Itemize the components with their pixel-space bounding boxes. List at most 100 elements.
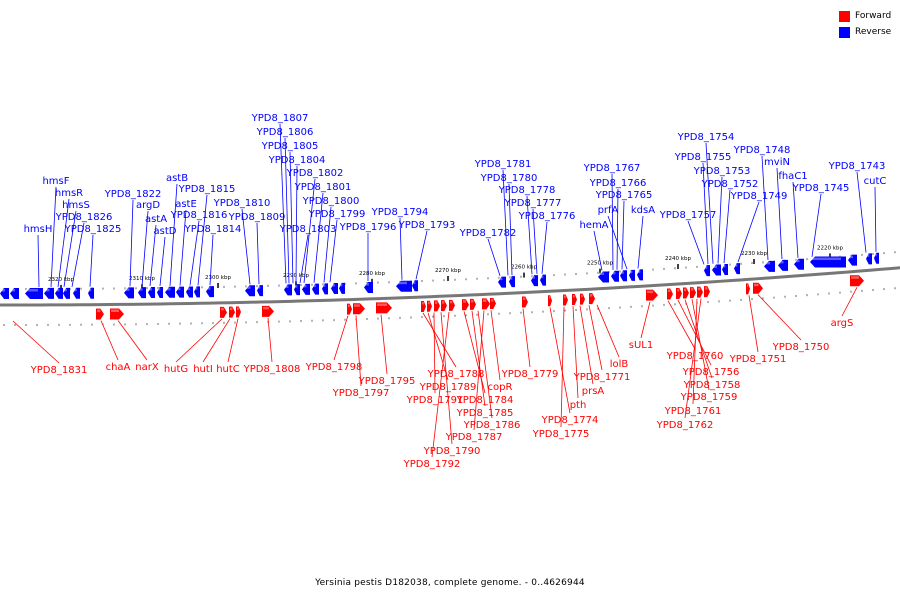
reverse-gene-arrow[interactable] [848,254,857,266]
gene-label[interactable]: YPD8_1761 [664,406,722,417]
reverse-gene-arrow[interactable] [778,259,788,271]
gene-label[interactable]: sUL1 [629,340,653,351]
forward-gene-arrow[interactable] [704,286,710,298]
reverse-gene-arrow[interactable] [148,287,155,299]
gene-label[interactable]: YPD8_1779 [501,369,559,380]
gene-label[interactable]: prsA [582,386,605,397]
gene-label[interactable]: YPD8_1765 [595,190,653,201]
forward-gene-arrow[interactable] [676,287,682,299]
gene-label[interactable]: YPD8_1750 [772,342,830,353]
gene-label[interactable]: YPD8_1808 [243,364,301,375]
gene-label[interactable]: lolB [610,359,629,370]
forward-gene-arrow[interactable] [490,298,496,310]
gene-label[interactable]: YPD8_1804 [268,155,326,166]
reverse-gene-arrow[interactable] [322,283,328,295]
gene-label[interactable]: YPD8_1825 [64,224,122,235]
reverse-gene-arrow[interactable] [257,285,263,297]
reverse-gene-arrow[interactable] [138,287,146,299]
gene-label[interactable]: YPD8_1755 [674,152,732,163]
reverse-gene-arrow[interactable] [302,283,310,295]
gene-label[interactable]: YPD8_1778 [498,185,556,196]
gene-label[interactable]: YPD8_1753 [693,166,751,177]
gene-label[interactable]: astE [175,199,197,210]
gene-label[interactable]: YPD8_1805 [261,141,319,152]
gene-label[interactable]: YPD8_1792 [403,459,461,470]
forward-gene-arrow[interactable] [667,288,673,300]
gene-label[interactable]: argD [136,200,160,211]
reverse-gene-arrow[interactable] [63,287,70,299]
gene-label[interactable]: YPD8_1748 [733,145,791,156]
reverse-gene-arrow[interactable] [412,280,418,292]
gene-label[interactable]: YPD8_1757 [659,210,717,221]
gene-label[interactable]: YPD8_1788 [427,369,485,380]
forward-gene-arrow[interactable] [353,303,365,315]
gene-label[interactable]: YPD8_1793 [398,220,456,231]
gene-label[interactable]: YPD8_1754 [677,132,735,143]
forward-gene-arrow[interactable] [482,298,490,310]
forward-gene-arrow[interactable] [522,296,528,308]
gene-label[interactable]: YPD8_1782 [459,228,517,239]
reverse-gene-arrow[interactable] [712,264,721,276]
reverse-gene-arrow[interactable] [0,287,9,299]
gene-label[interactable]: YPD8_1803 [279,224,337,235]
gene-label[interactable]: YPD8_1794 [371,207,429,218]
reverse-gene-arrow[interactable] [764,260,775,272]
gene-label[interactable]: YPD8_1751 [729,354,787,365]
forward-gene-arrow[interactable] [434,300,440,312]
gene-label[interactable]: YPD8_1776 [518,211,576,222]
forward-gene-arrow[interactable] [548,295,552,307]
reverse-gene-arrow[interactable] [73,287,80,299]
forward-gene-arrow[interactable] [427,300,432,312]
reverse-gene-arrow[interactable] [531,275,538,287]
gene-label[interactable]: hutC [216,364,240,375]
gene-label[interactable]: YPD8_1790 [423,446,481,457]
gene-label[interactable]: hemA [579,220,608,231]
forward-gene-arrow[interactable] [589,293,595,305]
gene-label[interactable]: YPD8_1743 [828,161,886,172]
gene-label[interactable]: cutC [864,176,887,187]
reverse-gene-arrow[interactable] [810,256,846,268]
gene-label[interactable]: YPD8_1801 [294,182,352,193]
reverse-gene-arrow[interactable] [629,269,635,281]
reverse-gene-arrow[interactable] [157,286,163,298]
forward-gene-arrow[interactable] [262,305,274,317]
gene-label[interactable]: YPD8_1826 [55,212,113,223]
forward-gene-arrow[interactable] [421,300,426,312]
forward-gene-arrow[interactable] [236,306,241,318]
reverse-gene-arrow[interactable] [284,284,292,296]
gene-label[interactable]: YPD8_1791 [406,395,464,406]
gene-label[interactable]: hmsH [24,224,53,235]
gene-label[interactable]: YPD8_1799 [308,209,366,220]
gene-label[interactable]: YPD8_1802 [286,168,344,179]
reverse-gene-arrow[interactable] [339,282,345,294]
gene-label[interactable]: hutI [193,364,213,375]
gene-label[interactable]: YPD8_1815 [178,184,236,195]
reverse-gene-arrow[interactable] [364,281,373,293]
gene-label[interactable]: YPD8_1749 [730,191,788,202]
gene-label[interactable]: YPD8_1822 [104,189,162,200]
forward-gene-arrow[interactable] [683,287,689,299]
forward-gene-arrow[interactable] [229,306,235,318]
gene-label[interactable]: YPD8_1781 [474,159,532,170]
gene-label[interactable]: astD [154,226,177,237]
gene-label[interactable]: YPD8_1806 [256,127,314,138]
reverse-gene-arrow[interactable] [88,287,94,299]
gene-label[interactable]: YPD8_1771 [573,372,631,383]
gene-label[interactable]: YPD8_1745 [792,183,850,194]
reverse-gene-arrow[interactable] [611,270,619,282]
gene-label[interactable]: hmsS [62,200,90,211]
gene-label[interactable]: YPD8_1780 [480,173,538,184]
forward-gene-arrow[interactable] [110,308,124,320]
gene-label[interactable]: YPD8_1807 [251,113,309,124]
gene-label[interactable]: YPD8_1774 [541,415,599,426]
reverse-gene-arrow[interactable] [331,283,338,295]
forward-gene-arrow[interactable] [572,294,577,306]
reverse-gene-arrow[interactable] [866,253,872,265]
gene-label[interactable]: pth [570,400,587,411]
reverse-gene-arrow[interactable] [194,286,200,298]
reverse-gene-arrow[interactable] [620,270,627,282]
gene-label[interactable]: YPD8_1758 [683,380,741,391]
forward-gene-arrow[interactable] [470,298,476,310]
gene-label[interactable]: YPD8_1762 [656,420,714,431]
reverse-gene-arrow[interactable] [598,271,609,283]
